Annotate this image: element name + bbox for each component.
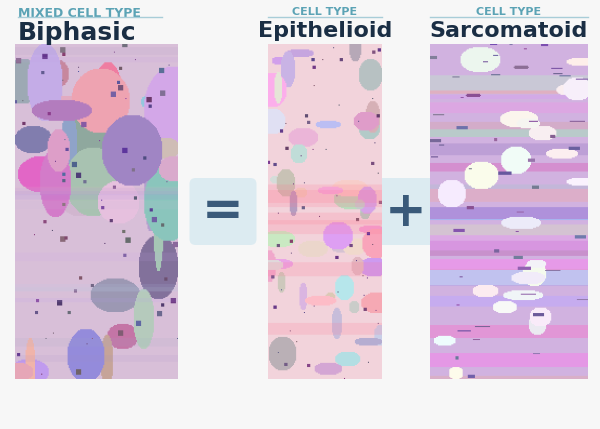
Text: +: +	[385, 187, 427, 236]
Text: Sarcomatoid: Sarcomatoid	[430, 21, 588, 41]
FancyBboxPatch shape	[190, 178, 257, 245]
Text: Epithelioid: Epithelioid	[258, 21, 392, 41]
FancyBboxPatch shape	[373, 178, 439, 245]
Text: MIXED CELL TYPE: MIXED CELL TYPE	[18, 7, 141, 20]
Text: =: =	[202, 187, 244, 236]
Text: Biphasic: Biphasic	[18, 21, 137, 45]
Text: CELL TYPE: CELL TYPE	[476, 7, 542, 17]
Text: CELL TYPE: CELL TYPE	[292, 7, 358, 17]
